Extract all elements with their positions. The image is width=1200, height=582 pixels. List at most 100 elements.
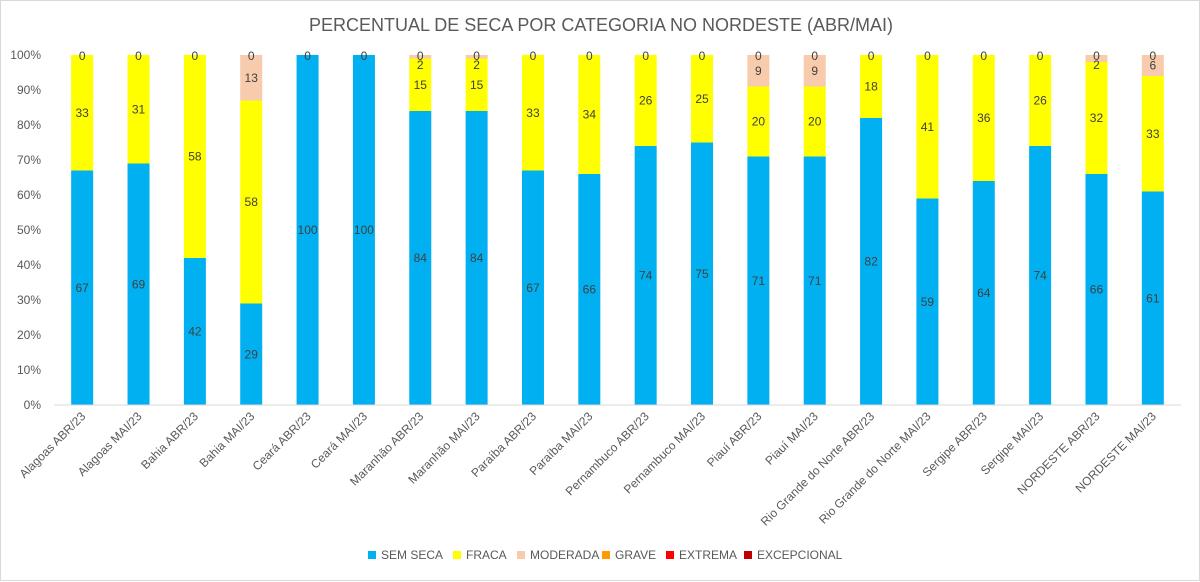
data-label: 31 bbox=[132, 102, 146, 116]
legend-swatch bbox=[744, 551, 752, 559]
data-label: 13 bbox=[245, 71, 259, 85]
data-label: 9 bbox=[755, 64, 762, 78]
bar-segment bbox=[747, 86, 770, 157]
data-label: 64 bbox=[977, 286, 991, 300]
legend-label: FRACA bbox=[466, 548, 507, 562]
data-label: 67 bbox=[526, 281, 540, 295]
bar-segment bbox=[691, 55, 714, 143]
data-label: 0 bbox=[1149, 49, 1156, 63]
bar-segment bbox=[465, 111, 488, 405]
legend-label: SEM SECA bbox=[381, 548, 443, 562]
y-tick-label: 100% bbox=[10, 48, 41, 62]
y-tick-label: 10% bbox=[17, 363, 41, 377]
x-tick-label: Piauí ABR/23 bbox=[704, 409, 765, 470]
data-label: 20 bbox=[808, 115, 822, 129]
data-label: 67 bbox=[75, 281, 89, 295]
data-label: 33 bbox=[1146, 127, 1160, 141]
data-label: 69 bbox=[132, 277, 146, 291]
data-label: 0 bbox=[868, 49, 875, 63]
y-axis: 0% 10% 20% 30% 40% 50% 60% 70% 80% 90% 100% bbox=[10, 48, 41, 412]
x-tick-label: Rio Grande do Norte ABR/23 bbox=[758, 409, 878, 529]
data-label: 0 bbox=[980, 49, 987, 63]
x-tick-label: Piauí MAI/23 bbox=[762, 409, 821, 468]
data-label: 100 bbox=[298, 223, 318, 237]
bar-segment bbox=[803, 86, 826, 157]
data-label: 71 bbox=[752, 274, 766, 288]
legend-swatch bbox=[453, 551, 461, 559]
data-label: 59 bbox=[921, 295, 935, 309]
data-label: 41 bbox=[921, 120, 935, 134]
y-tick-label: 30% bbox=[17, 293, 41, 307]
data-label: 0 bbox=[1093, 49, 1100, 63]
data-label: 0 bbox=[473, 49, 480, 63]
bar-segment bbox=[1085, 55, 1108, 62]
bar-segment bbox=[1141, 191, 1164, 405]
bars bbox=[71, 55, 1164, 405]
data-label: 61 bbox=[1146, 291, 1160, 305]
data-label: 15 bbox=[470, 78, 484, 92]
data-label: 0 bbox=[192, 49, 199, 63]
x-tick-label: Ceará MAI/23 bbox=[308, 409, 370, 471]
bar-segment bbox=[240, 100, 263, 304]
data-label: 66 bbox=[1090, 283, 1104, 297]
data-label: 2 bbox=[417, 58, 424, 72]
y-tick-label: 80% bbox=[17, 118, 41, 132]
bar-segment bbox=[409, 111, 432, 405]
data-label: 9 bbox=[811, 64, 818, 78]
bar-segment bbox=[240, 55, 263, 101]
legend-swatch bbox=[517, 551, 525, 559]
bar-segment bbox=[1029, 55, 1052, 146]
bar-segment bbox=[634, 146, 657, 405]
bar-segment bbox=[747, 156, 770, 405]
bar-segment bbox=[521, 170, 544, 405]
data-label: 0 bbox=[811, 49, 818, 63]
data-label: 32 bbox=[1090, 111, 1104, 125]
data-label: 100 bbox=[354, 223, 374, 237]
data-label: 84 bbox=[470, 251, 484, 265]
data-label: 18 bbox=[864, 80, 878, 94]
bar-segment bbox=[972, 181, 995, 405]
bar-segment bbox=[1141, 55, 1164, 76]
data-label: 0 bbox=[530, 49, 537, 63]
bar-segment bbox=[916, 55, 939, 199]
data-label: 42 bbox=[188, 325, 202, 339]
data-label: 33 bbox=[75, 106, 89, 120]
data-label: 0 bbox=[79, 49, 86, 63]
data-label: 75 bbox=[695, 267, 709, 281]
bar-segment bbox=[465, 58, 488, 111]
data-label: 15 bbox=[414, 78, 428, 92]
legend-swatch bbox=[666, 551, 674, 559]
y-tick-label: 70% bbox=[17, 153, 41, 167]
x-tick-label: Rio Grande do Norte MAI/23 bbox=[816, 409, 934, 527]
bar-segment bbox=[860, 55, 883, 118]
legend-swatch bbox=[368, 551, 376, 559]
data-label: 0 bbox=[361, 49, 368, 63]
bar-segment bbox=[803, 156, 826, 405]
bar-segment bbox=[1085, 62, 1108, 174]
data-label: 25 bbox=[695, 92, 709, 106]
data-label: 33 bbox=[526, 106, 540, 120]
data-label: 26 bbox=[639, 94, 653, 108]
legend-label: EXTREMA bbox=[679, 548, 737, 562]
data-label: 74 bbox=[639, 269, 653, 283]
y-tick-label: 60% bbox=[17, 188, 41, 202]
bar-segment bbox=[71, 55, 94, 171]
data-label: 2 bbox=[1093, 58, 1100, 72]
y-tick-label: 50% bbox=[17, 223, 41, 237]
legend-swatch bbox=[602, 551, 610, 559]
bar-segment bbox=[409, 55, 432, 59]
data-label: 29 bbox=[245, 347, 259, 361]
bar-segment bbox=[409, 58, 432, 111]
bar-segment bbox=[860, 118, 883, 405]
y-tick-label: 0% bbox=[24, 398, 42, 412]
data-label: 0 bbox=[1037, 49, 1044, 63]
legend-label: MODERADA bbox=[530, 548, 599, 562]
data-label: 0 bbox=[135, 49, 142, 63]
bar-segment bbox=[521, 55, 544, 171]
bar-segment bbox=[127, 55, 150, 164]
data-label: 74 bbox=[1033, 269, 1047, 283]
y-tick-label: 20% bbox=[17, 328, 41, 342]
bar-segment bbox=[803, 55, 826, 87]
bar-segment bbox=[691, 142, 714, 405]
